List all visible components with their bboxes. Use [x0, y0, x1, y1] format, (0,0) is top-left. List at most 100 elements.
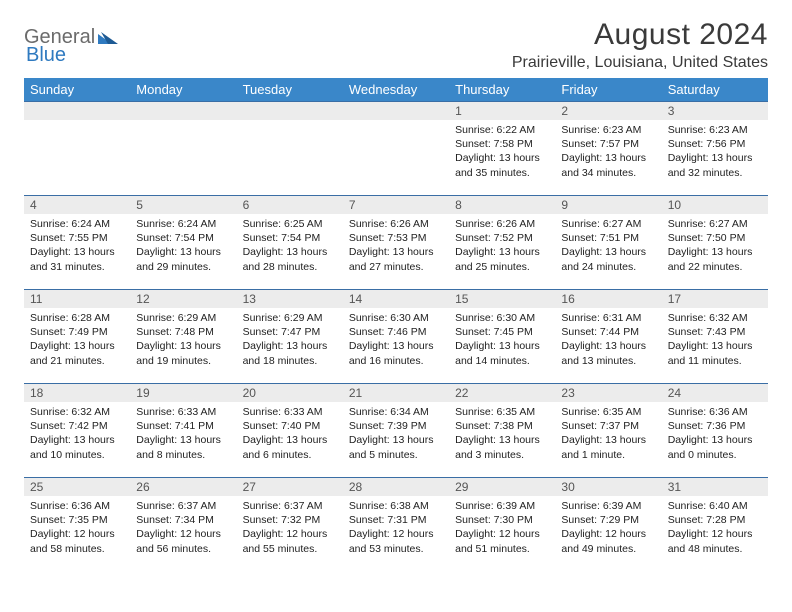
day-number: 8 — [449, 196, 555, 214]
calendar-page: General August 2024 Prairieville, Louisi… — [0, 0, 792, 572]
calendar-cell: 10Sunrise: 6:27 AMSunset: 7:50 PMDayligh… — [662, 196, 768, 290]
day-details: Sunrise: 6:29 AMSunset: 7:47 PMDaylight:… — [237, 308, 343, 370]
calendar-cell: 25Sunrise: 6:36 AMSunset: 7:35 PMDayligh… — [24, 478, 130, 572]
day-details: Sunrise: 6:40 AMSunset: 7:28 PMDaylight:… — [662, 496, 768, 558]
sunrise-text: Sunrise: 6:32 AM — [668, 311, 762, 325]
calendar-cell: 7Sunrise: 6:26 AMSunset: 7:53 PMDaylight… — [343, 196, 449, 290]
day-details: Sunrise: 6:24 AMSunset: 7:54 PMDaylight:… — [130, 214, 236, 276]
day-details: Sunrise: 6:36 AMSunset: 7:36 PMDaylight:… — [662, 402, 768, 464]
sunset-text: Sunset: 7:51 PM — [561, 231, 655, 245]
sunrise-text: Sunrise: 6:27 AM — [561, 217, 655, 231]
calendar-cell: 18Sunrise: 6:32 AMSunset: 7:42 PMDayligh… — [24, 384, 130, 478]
sunrise-text: Sunrise: 6:30 AM — [349, 311, 443, 325]
day-details: Sunrise: 6:39 AMSunset: 7:30 PMDaylight:… — [449, 496, 555, 558]
calendar-cell: 9Sunrise: 6:27 AMSunset: 7:51 PMDaylight… — [555, 196, 661, 290]
sunset-text: Sunset: 7:48 PM — [136, 325, 230, 339]
day-number: 24 — [662, 384, 768, 402]
day-details: Sunrise: 6:22 AMSunset: 7:58 PMDaylight:… — [449, 120, 555, 182]
calendar-cell: 21Sunrise: 6:34 AMSunset: 7:39 PMDayligh… — [343, 384, 449, 478]
day-number — [24, 102, 130, 120]
calendar-cell: 14Sunrise: 6:30 AMSunset: 7:46 PMDayligh… — [343, 290, 449, 384]
sunset-text: Sunset: 7:41 PM — [136, 419, 230, 433]
sunrise-text: Sunrise: 6:39 AM — [561, 499, 655, 513]
daylight-text: Daylight: 13 hours and 29 minutes. — [136, 245, 230, 273]
daylight-text: Daylight: 12 hours and 51 minutes. — [455, 527, 549, 555]
daylight-text: Daylight: 13 hours and 1 minute. — [561, 433, 655, 461]
daylight-text: Daylight: 13 hours and 0 minutes. — [668, 433, 762, 461]
sunset-text: Sunset: 7:58 PM — [455, 137, 549, 151]
calendar-cell: 23Sunrise: 6:35 AMSunset: 7:37 PMDayligh… — [555, 384, 661, 478]
day-details: Sunrise: 6:30 AMSunset: 7:45 PMDaylight:… — [449, 308, 555, 370]
sunrise-text: Sunrise: 6:40 AM — [668, 499, 762, 513]
calendar-cell: 17Sunrise: 6:32 AMSunset: 7:43 PMDayligh… — [662, 290, 768, 384]
sunrise-text: Sunrise: 6:26 AM — [455, 217, 549, 231]
calendar-row: 18Sunrise: 6:32 AMSunset: 7:42 PMDayligh… — [24, 384, 768, 478]
sunset-text: Sunset: 7:40 PM — [243, 419, 337, 433]
day-number: 13 — [237, 290, 343, 308]
daylight-text: Daylight: 13 hours and 21 minutes. — [30, 339, 124, 367]
sunset-text: Sunset: 7:54 PM — [243, 231, 337, 245]
sunrise-text: Sunrise: 6:24 AM — [136, 217, 230, 231]
calendar-cell: 12Sunrise: 6:29 AMSunset: 7:48 PMDayligh… — [130, 290, 236, 384]
day-header: Sunday — [24, 78, 130, 102]
sunset-text: Sunset: 7:54 PM — [136, 231, 230, 245]
day-details: Sunrise: 6:32 AMSunset: 7:43 PMDaylight:… — [662, 308, 768, 370]
day-details: Sunrise: 6:36 AMSunset: 7:35 PMDaylight:… — [24, 496, 130, 558]
day-number: 27 — [237, 478, 343, 496]
day-details: Sunrise: 6:27 AMSunset: 7:50 PMDaylight:… — [662, 214, 768, 276]
day-details: Sunrise: 6:35 AMSunset: 7:37 PMDaylight:… — [555, 402, 661, 464]
day-number: 10 — [662, 196, 768, 214]
calendar-cell — [343, 102, 449, 196]
calendar-cell: 31Sunrise: 6:40 AMSunset: 7:28 PMDayligh… — [662, 478, 768, 572]
day-number: 3 — [662, 102, 768, 120]
day-number: 6 — [237, 196, 343, 214]
daylight-text: Daylight: 13 hours and 28 minutes. — [243, 245, 337, 273]
day-number: 29 — [449, 478, 555, 496]
day-header: Wednesday — [343, 78, 449, 102]
day-number: 21 — [343, 384, 449, 402]
calendar-row: 25Sunrise: 6:36 AMSunset: 7:35 PMDayligh… — [24, 478, 768, 572]
day-number — [130, 102, 236, 120]
daylight-text: Daylight: 13 hours and 34 minutes. — [561, 151, 655, 179]
day-details: Sunrise: 6:23 AMSunset: 7:56 PMDaylight:… — [662, 120, 768, 182]
day-number — [343, 102, 449, 120]
calendar-cell: 26Sunrise: 6:37 AMSunset: 7:34 PMDayligh… — [130, 478, 236, 572]
calendar-cell — [130, 102, 236, 196]
day-details: Sunrise: 6:26 AMSunset: 7:53 PMDaylight:… — [343, 214, 449, 276]
location-text: Prairieville, Louisiana, United States — [512, 54, 768, 72]
day-details: Sunrise: 6:39 AMSunset: 7:29 PMDaylight:… — [555, 496, 661, 558]
day-details: Sunrise: 6:23 AMSunset: 7:57 PMDaylight:… — [555, 120, 661, 182]
sunset-text: Sunset: 7:35 PM — [30, 513, 124, 527]
day-number: 5 — [130, 196, 236, 214]
day-details: Sunrise: 6:27 AMSunset: 7:51 PMDaylight:… — [555, 214, 661, 276]
sunset-text: Sunset: 7:56 PM — [668, 137, 762, 151]
day-number: 7 — [343, 196, 449, 214]
sunrise-text: Sunrise: 6:33 AM — [243, 405, 337, 419]
sunset-text: Sunset: 7:44 PM — [561, 325, 655, 339]
day-number: 15 — [449, 290, 555, 308]
day-details: Sunrise: 6:33 AMSunset: 7:41 PMDaylight:… — [130, 402, 236, 464]
day-number — [237, 102, 343, 120]
day-number: 16 — [555, 290, 661, 308]
day-details: Sunrise: 6:26 AMSunset: 7:52 PMDaylight:… — [449, 214, 555, 276]
daylight-text: Daylight: 13 hours and 27 minutes. — [349, 245, 443, 273]
daylight-text: Daylight: 13 hours and 6 minutes. — [243, 433, 337, 461]
day-number: 19 — [130, 384, 236, 402]
calendar-cell: 16Sunrise: 6:31 AMSunset: 7:44 PMDayligh… — [555, 290, 661, 384]
daylight-text: Daylight: 13 hours and 25 minutes. — [455, 245, 549, 273]
day-details: Sunrise: 6:29 AMSunset: 7:48 PMDaylight:… — [130, 308, 236, 370]
calendar-cell: 6Sunrise: 6:25 AMSunset: 7:54 PMDaylight… — [237, 196, 343, 290]
day-number: 31 — [662, 478, 768, 496]
day-number: 4 — [24, 196, 130, 214]
daylight-text: Daylight: 13 hours and 19 minutes. — [136, 339, 230, 367]
sunrise-text: Sunrise: 6:38 AM — [349, 499, 443, 513]
sunrise-text: Sunrise: 6:24 AM — [30, 217, 124, 231]
calendar-row: 4Sunrise: 6:24 AMSunset: 7:55 PMDaylight… — [24, 196, 768, 290]
day-details: Sunrise: 6:30 AMSunset: 7:46 PMDaylight:… — [343, 308, 449, 370]
day-details: Sunrise: 6:35 AMSunset: 7:38 PMDaylight:… — [449, 402, 555, 464]
day-number: 17 — [662, 290, 768, 308]
daylight-text: Daylight: 13 hours and 22 minutes. — [668, 245, 762, 273]
daylight-text: Daylight: 13 hours and 18 minutes. — [243, 339, 337, 367]
header: General August 2024 Prairieville, Louisi… — [24, 18, 768, 72]
calendar-cell: 5Sunrise: 6:24 AMSunset: 7:54 PMDaylight… — [130, 196, 236, 290]
